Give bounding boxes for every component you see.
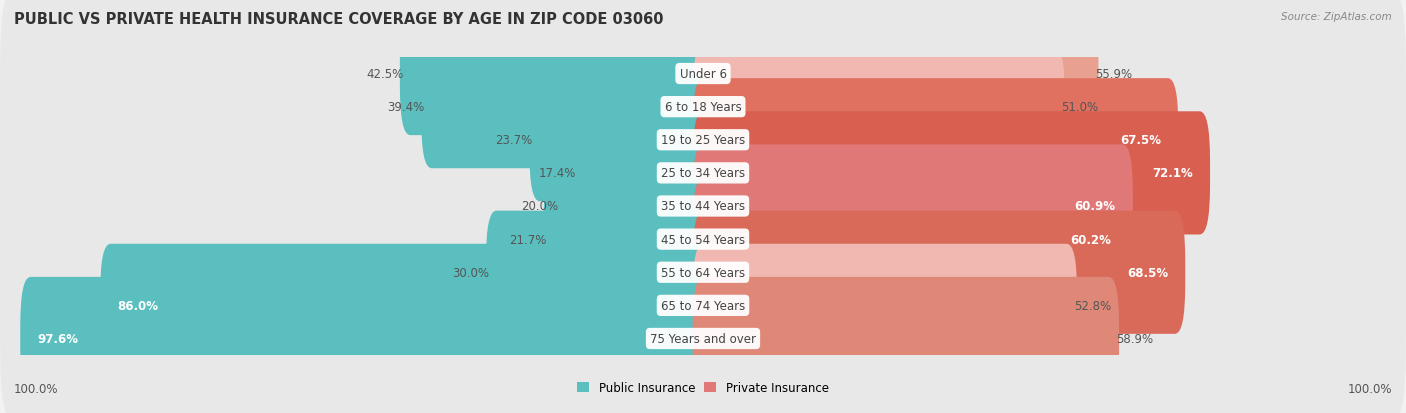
- Text: 65 to 74 Years: 65 to 74 Years: [661, 299, 745, 312]
- Text: 100.0%: 100.0%: [1347, 382, 1392, 395]
- Text: 21.7%: 21.7%: [509, 233, 547, 246]
- FancyBboxPatch shape: [555, 145, 713, 268]
- Text: 100.0%: 100.0%: [14, 382, 59, 395]
- Text: 6 to 18 Years: 6 to 18 Years: [665, 101, 741, 114]
- Text: 42.5%: 42.5%: [366, 68, 404, 81]
- Text: 23.7%: 23.7%: [495, 134, 533, 147]
- Text: 55.9%: 55.9%: [1095, 68, 1132, 81]
- FancyBboxPatch shape: [693, 79, 1178, 202]
- Text: 75 Years and over: 75 Years and over: [650, 332, 756, 345]
- Text: 60.2%: 60.2%: [1070, 233, 1111, 246]
- Text: 67.5%: 67.5%: [1121, 134, 1161, 147]
- Legend: Public Insurance, Private Insurance: Public Insurance, Private Insurance: [572, 377, 834, 399]
- Text: 25 to 34 Years: 25 to 34 Years: [661, 167, 745, 180]
- Text: 60.9%: 60.9%: [1074, 200, 1116, 213]
- Text: 72.1%: 72.1%: [1152, 167, 1192, 180]
- FancyBboxPatch shape: [0, 91, 1406, 256]
- Text: 45 to 54 Years: 45 to 54 Years: [661, 233, 745, 246]
- FancyBboxPatch shape: [486, 211, 713, 334]
- Text: 19 to 25 Years: 19 to 25 Years: [661, 134, 745, 147]
- Text: 35 to 44 Years: 35 to 44 Years: [661, 200, 745, 213]
- FancyBboxPatch shape: [0, 256, 1406, 413]
- Text: 17.4%: 17.4%: [538, 167, 576, 180]
- Text: PUBLIC VS PRIVATE HEALTH INSURANCE COVERAGE BY AGE IN ZIP CODE 03060: PUBLIC VS PRIVATE HEALTH INSURANCE COVER…: [14, 12, 664, 27]
- FancyBboxPatch shape: [20, 277, 713, 400]
- FancyBboxPatch shape: [693, 112, 1211, 235]
- FancyBboxPatch shape: [422, 46, 713, 169]
- Text: Source: ZipAtlas.com: Source: ZipAtlas.com: [1281, 12, 1392, 22]
- Text: Under 6: Under 6: [679, 68, 727, 81]
- FancyBboxPatch shape: [572, 112, 713, 235]
- FancyBboxPatch shape: [0, 190, 1406, 355]
- Text: 86.0%: 86.0%: [117, 299, 159, 312]
- FancyBboxPatch shape: [0, 124, 1406, 289]
- FancyBboxPatch shape: [693, 244, 1077, 367]
- Text: 52.8%: 52.8%: [1074, 299, 1111, 312]
- FancyBboxPatch shape: [100, 244, 713, 367]
- FancyBboxPatch shape: [693, 277, 1119, 400]
- FancyBboxPatch shape: [0, 157, 1406, 322]
- FancyBboxPatch shape: [0, 0, 1406, 157]
- Text: 30.0%: 30.0%: [453, 266, 489, 279]
- FancyBboxPatch shape: [693, 178, 1128, 301]
- FancyBboxPatch shape: [0, 223, 1406, 388]
- FancyBboxPatch shape: [693, 13, 1098, 136]
- FancyBboxPatch shape: [399, 13, 713, 136]
- Text: 97.6%: 97.6%: [38, 332, 79, 345]
- Text: 58.9%: 58.9%: [1116, 332, 1153, 345]
- FancyBboxPatch shape: [530, 79, 713, 202]
- FancyBboxPatch shape: [543, 178, 713, 301]
- FancyBboxPatch shape: [693, 46, 1064, 169]
- FancyBboxPatch shape: [693, 145, 1133, 268]
- Text: 39.4%: 39.4%: [388, 101, 425, 114]
- Text: 68.5%: 68.5%: [1128, 266, 1168, 279]
- Text: 20.0%: 20.0%: [522, 200, 558, 213]
- Text: 55 to 64 Years: 55 to 64 Years: [661, 266, 745, 279]
- FancyBboxPatch shape: [0, 58, 1406, 223]
- FancyBboxPatch shape: [693, 211, 1185, 334]
- Text: 51.0%: 51.0%: [1062, 101, 1098, 114]
- FancyBboxPatch shape: [0, 25, 1406, 190]
